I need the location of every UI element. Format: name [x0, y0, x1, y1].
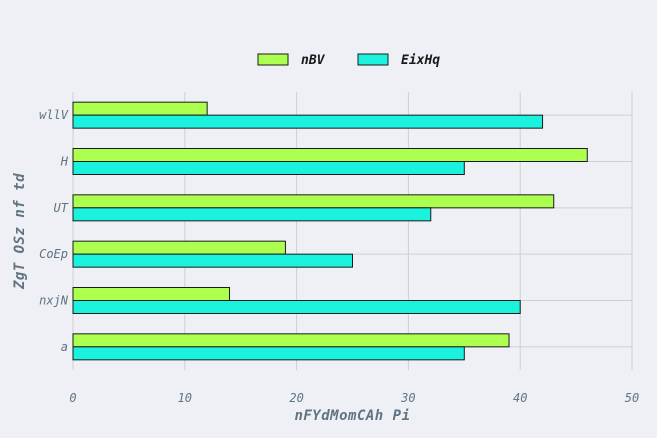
bar-EixHq-H	[72, 161, 465, 175]
y-tick-label: a	[61, 340, 68, 354]
x-axis-title: nFYdMomCAh Pi	[294, 408, 410, 424]
bar-EixHq-nxjN	[72, 300, 521, 314]
x-tick-label: 10	[178, 391, 192, 405]
x-tick-label: 40	[513, 391, 527, 405]
bar-nBV-UT	[72, 194, 555, 209]
legend-swatch-nBV	[257, 53, 289, 66]
y-axis-title: ZgT OSz nf td	[12, 173, 28, 290]
bar-nBV-a	[72, 333, 510, 348]
bar-EixHq-wllV	[72, 114, 544, 129]
x-axis-ticks: 0 10 20 30 40 50	[69, 391, 639, 405]
bar-nBV-H	[72, 148, 588, 162]
bars	[72, 101, 588, 361]
x-tick-label: 30	[400, 391, 415, 405]
bar-EixHq-CoEp	[72, 253, 353, 268]
legend-swatch-EixHq	[357, 53, 389, 66]
bar-EixHq-UT	[72, 207, 432, 222]
y-tick-label: UT	[54, 201, 69, 215]
bar-nBV-CoEp	[72, 240, 286, 255]
x-tick-label: 50	[625, 391, 639, 405]
bar-nBV-wllV	[72, 101, 208, 116]
y-tick-label: H	[60, 155, 69, 169]
x-tick-label: 20	[289, 391, 303, 405]
x-tick-label: 0	[69, 391, 76, 405]
legend: nBV EixHq	[257, 53, 440, 68]
y-tick-label: wllV	[39, 108, 69, 122]
y-tick-label: nxjN	[39, 294, 69, 308]
y-tick-label: CoEp	[39, 247, 68, 261]
bar-nBV-nxjN	[72, 287, 231, 301]
legend-label-nBV: nBV	[301, 53, 326, 68]
bar-EixHq-a	[72, 346, 465, 361]
legend-label-EixHq: EixHq	[401, 53, 440, 68]
